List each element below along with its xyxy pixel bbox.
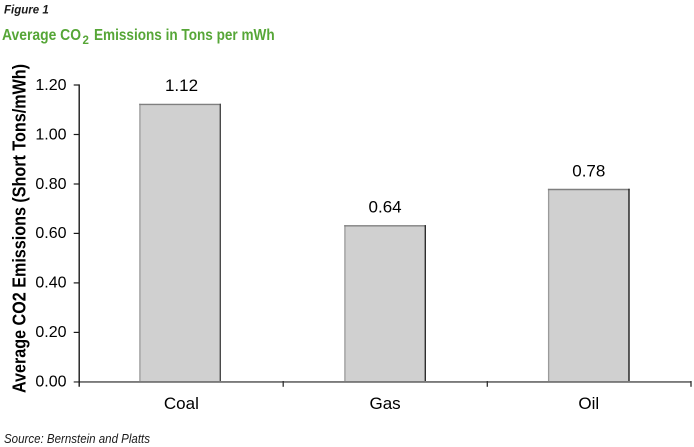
- svg-text:Average CO: Average CO: [2, 27, 81, 44]
- svg-text:0.78: 0.78: [572, 161, 605, 180]
- svg-text:0.80: 0.80: [35, 176, 66, 193]
- svg-text:Gas: Gas: [370, 394, 401, 413]
- svg-text:0.00: 0.00: [35, 374, 66, 391]
- svg-text:1.00: 1.00: [35, 126, 66, 143]
- svg-text:0.20: 0.20: [35, 324, 66, 341]
- svg-text:Coal: Coal: [164, 394, 199, 413]
- svg-text:0.64: 0.64: [369, 198, 402, 217]
- svg-text:Oil: Oil: [578, 394, 599, 413]
- svg-text:Source: Bernstein and Platts: Source: Bernstein and Platts: [4, 431, 150, 446]
- svg-text:0.40: 0.40: [35, 275, 66, 292]
- svg-text:Emissions in Tons per mWh: Emissions in Tons per mWh: [94, 27, 275, 44]
- svg-text:1.12: 1.12: [165, 76, 198, 95]
- svg-text:2: 2: [83, 35, 89, 47]
- svg-text:Figure 1: Figure 1: [4, 5, 49, 17]
- svg-text:Average CO2 Emissions (Short T: Average CO2 Emissions (Short Tons/mWh): [10, 64, 30, 393]
- svg-text:0.60: 0.60: [35, 225, 66, 242]
- svg-text:1.20: 1.20: [35, 77, 66, 94]
